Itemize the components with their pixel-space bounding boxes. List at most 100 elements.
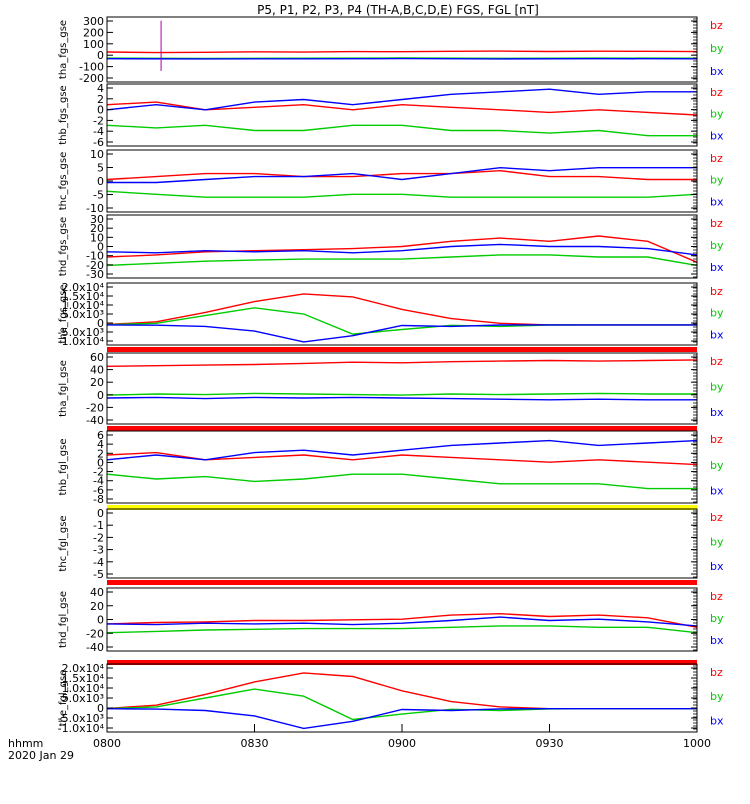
- date-label: 2020 Jan 29: [8, 749, 74, 762]
- legend-bz: bz: [710, 86, 723, 99]
- legend-bx: bx: [710, 406, 724, 419]
- y-axis-label: thb_fgs_gse: [58, 85, 69, 144]
- y-tick-label: 60: [90, 351, 104, 364]
- chart-title: P5, P1, P2, P3, P4 (TH-A,B,C,D,E) FGS, F…: [257, 3, 539, 17]
- legend-bx: bx: [710, 634, 724, 647]
- legend-by: by: [710, 380, 724, 393]
- panel-frame: [107, 664, 697, 732]
- legend-bz: bz: [710, 19, 723, 32]
- y-tick-label: 5: [97, 162, 104, 175]
- legend-by: by: [710, 536, 724, 549]
- y-tick-label: -20: [86, 401, 104, 414]
- panel-frame: [107, 353, 697, 424]
- series-line-bz: [107, 294, 697, 325]
- y-tick-label: 20: [90, 600, 104, 613]
- series-line-by: [107, 474, 697, 488]
- legend-bz: bz: [710, 511, 723, 524]
- series-line-bx: [107, 325, 697, 342]
- legend-by: by: [710, 307, 724, 320]
- legend-bx: bx: [710, 261, 724, 274]
- y-axis-label: tha_fgs_gse: [58, 20, 69, 79]
- y-tick-label: -40: [86, 641, 104, 654]
- x-tick-label: 0900: [388, 737, 416, 750]
- legend-by: by: [710, 108, 724, 121]
- series-line-bx: [107, 89, 697, 110]
- series-line-by: [107, 689, 697, 719]
- series-line-by: [107, 308, 697, 334]
- series-line-by: [107, 393, 697, 395]
- legend-by: by: [710, 459, 724, 472]
- y-tick-label: 40: [90, 364, 104, 377]
- legend-bx: bx: [710, 328, 724, 341]
- panel-frame: [107, 431, 697, 503]
- series-line-by: [107, 255, 697, 266]
- y-tick-label: -30: [86, 268, 104, 281]
- legend-by: by: [710, 42, 724, 55]
- y-tick-label: 0: [97, 175, 104, 188]
- y-tick-label: -4: [93, 556, 104, 569]
- series-line-bz: [107, 171, 697, 180]
- legend-bx: bx: [710, 560, 724, 573]
- y-tick-label: -40: [86, 414, 104, 427]
- x-tick-label: 1000: [683, 737, 711, 750]
- y-axis-label: thd_fgl_gse: [58, 591, 69, 648]
- legend-bz: bz: [710, 152, 723, 165]
- x-tick-label: 0830: [241, 737, 269, 750]
- y-tick-label: -5: [93, 568, 104, 581]
- legend-by: by: [710, 174, 724, 187]
- legend-bx: bx: [710, 129, 724, 142]
- y-tick-label: 40: [90, 586, 104, 599]
- legend-bz: bz: [710, 285, 723, 298]
- series-line-bz: [107, 614, 697, 628]
- y-tick-label: -2: [93, 531, 104, 544]
- series-line-by: [107, 191, 697, 197]
- legend-bz: bz: [710, 590, 723, 603]
- legend-bx: bx: [710, 65, 724, 78]
- status-bar: [107, 426, 697, 431]
- panel-the_fgs_gse: 2.0x10⁴1.5x10⁴1.0x10⁴5.0x10³0-5.0x10³-1.…: [58, 281, 724, 352]
- y-axis-label: thc_fgl_gse: [58, 515, 69, 571]
- series-line-bx: [107, 441, 697, 460]
- legend-by: by: [710, 612, 724, 625]
- legend-bz: bz: [710, 666, 723, 679]
- legend-bx: bx: [710, 485, 724, 498]
- series-line-by: [107, 626, 697, 633]
- y-axis-label: the_fgl_gse: [58, 670, 69, 727]
- y-axis-label: the_fgs_gse: [58, 284, 69, 343]
- panel-frame: [107, 509, 697, 578]
- legend-bz: bz: [710, 355, 723, 368]
- y-tick-label: -3: [93, 544, 104, 557]
- y-tick-label: 10: [90, 148, 104, 161]
- panel-frame: [107, 17, 697, 82]
- status-bar: [107, 580, 697, 585]
- legend-by: by: [710, 239, 724, 252]
- y-tick-label: -8: [93, 493, 104, 506]
- series-line-bx: [107, 397, 697, 399]
- legend-bz: bz: [710, 433, 723, 446]
- y-tick-label: 0: [97, 614, 104, 627]
- legend-bx: bx: [710, 195, 724, 208]
- x-tick-label: 0800: [93, 737, 121, 750]
- y-tick-label: 0: [97, 389, 104, 402]
- y-axis-label: thd_fgs_gse: [58, 217, 69, 276]
- legend-bx: bx: [710, 714, 724, 727]
- series-line-bz: [107, 673, 697, 709]
- legend-by: by: [710, 690, 724, 703]
- y-axis-label: thc_fgs_gse: [58, 152, 69, 211]
- panel-frame: [107, 150, 697, 212]
- status-bar: [107, 347, 697, 352]
- y-tick-label: 0: [97, 507, 104, 520]
- series-line-bz: [107, 236, 697, 262]
- y-tick-label: 20: [90, 376, 104, 389]
- panel-the_fgl_gse: 2.0x10⁴1.5x10⁴1.0x10⁴5.0x10³0-5.0x10³-1.…: [58, 662, 724, 735]
